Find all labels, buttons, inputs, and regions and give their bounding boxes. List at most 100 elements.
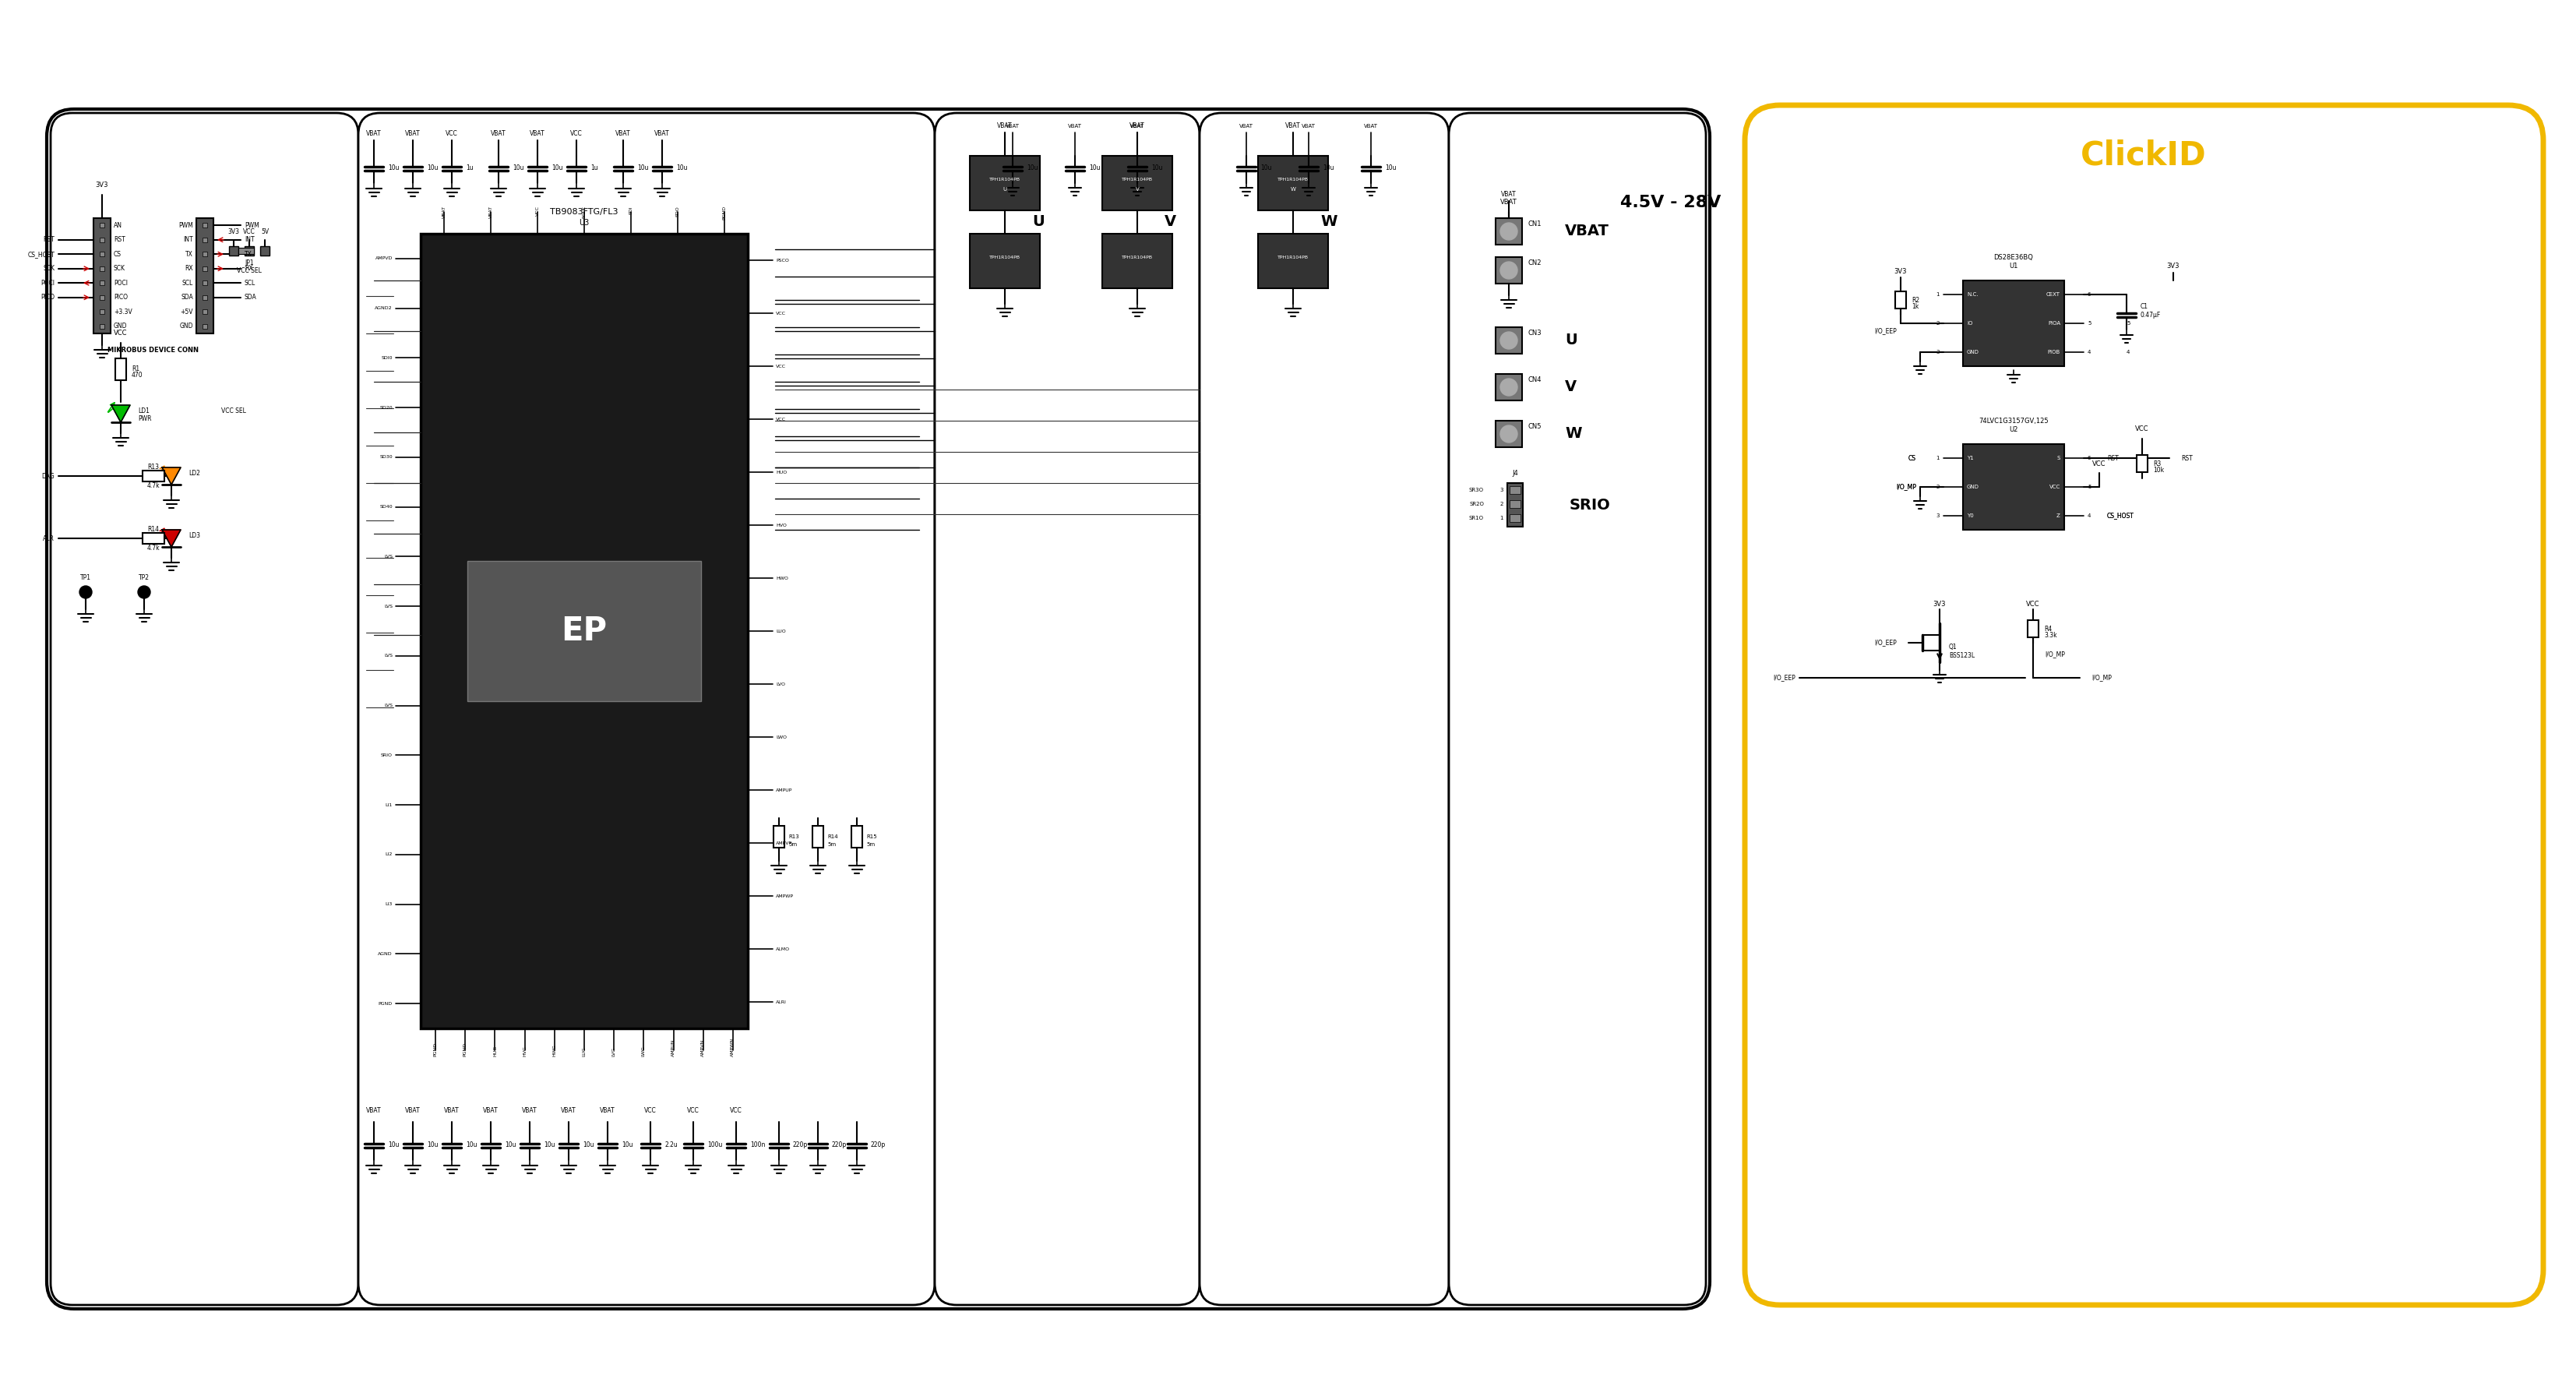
Text: TPH1R104PB: TPH1R104PB <box>989 177 1020 182</box>
FancyBboxPatch shape <box>358 114 935 1306</box>
Circle shape <box>1499 426 1517 442</box>
Text: VCC: VCC <box>2050 485 2061 489</box>
Bar <box>811 826 824 848</box>
Text: AMPVN: AMPVN <box>701 1040 706 1056</box>
Text: PWR: PWR <box>139 416 152 423</box>
Text: VBAT: VBAT <box>1131 123 1144 129</box>
Bar <box>1510 486 1520 493</box>
Text: 5m: 5m <box>788 843 796 847</box>
Text: AN: AN <box>113 222 121 229</box>
Text: 10u: 10u <box>513 165 523 172</box>
Text: PGND: PGND <box>721 205 726 220</box>
Text: PSCO: PSCO <box>775 258 788 262</box>
Bar <box>2136 455 2148 473</box>
Text: VBAT: VBAT <box>523 1107 538 1114</box>
Bar <box>204 295 206 299</box>
Text: AMPUN: AMPUN <box>672 1040 675 1056</box>
Text: Y1: Y1 <box>1968 456 1973 460</box>
Text: LWG: LWG <box>641 1045 647 1056</box>
Text: LVG: LVG <box>613 1046 616 1056</box>
Text: VBAT: VBAT <box>366 130 381 137</box>
Text: VBAT: VBAT <box>997 123 1012 130</box>
Text: V: V <box>1136 187 1139 191</box>
Text: GND: GND <box>180 323 193 330</box>
Text: TPH1R104PB: TPH1R104PB <box>1121 177 1154 182</box>
Text: 4: 4 <box>2087 349 2092 355</box>
Bar <box>100 252 106 256</box>
Text: VBAT: VBAT <box>531 130 546 137</box>
Bar <box>100 223 106 227</box>
Text: +5V: +5V <box>180 308 193 316</box>
Text: VBAT: VBAT <box>1564 225 1610 238</box>
Text: HWG: HWG <box>551 1044 556 1056</box>
Bar <box>100 266 106 270</box>
Text: 10u: 10u <box>1090 165 1100 172</box>
Text: 4.7k: 4.7k <box>147 545 160 552</box>
Text: VCC: VCC <box>2136 426 2148 432</box>
Text: I/O_EEP: I/O_EEP <box>1875 327 1896 334</box>
Bar <box>100 281 106 286</box>
Text: I/O_EEP: I/O_EEP <box>1772 675 1795 682</box>
Text: PGND: PGND <box>464 1042 466 1056</box>
Text: 6: 6 <box>2087 456 2092 460</box>
Text: GND: GND <box>1968 349 1978 355</box>
FancyBboxPatch shape <box>1448 114 1705 1306</box>
FancyBboxPatch shape <box>1744 105 2543 1306</box>
Text: AMPUP: AMPUP <box>775 789 793 791</box>
Text: 4: 4 <box>2087 513 2092 518</box>
Text: PWM: PWM <box>245 222 260 229</box>
FancyBboxPatch shape <box>46 109 1710 1308</box>
Text: TPH1R104PB: TPH1R104PB <box>1278 255 1309 259</box>
Text: 3: 3 <box>1499 488 1504 492</box>
Bar <box>853 826 863 848</box>
Bar <box>466 561 701 701</box>
Text: VBAT: VBAT <box>1502 191 1517 198</box>
Bar <box>1507 484 1522 527</box>
Text: I/O_MP: I/O_MP <box>2092 675 2112 682</box>
Bar <box>1497 327 1522 353</box>
Bar <box>245 247 255 255</box>
Text: RX: RX <box>245 265 252 272</box>
Text: VBAT: VBAT <box>1285 123 1301 130</box>
Text: 1k: 1k <box>1911 304 1919 310</box>
Text: I/O_MP: I/O_MP <box>2045 651 2066 658</box>
Text: INT: INT <box>245 236 255 244</box>
Text: DAG: DAG <box>41 473 54 480</box>
Bar <box>240 248 255 254</box>
Bar <box>1103 155 1172 211</box>
Text: I/O_MP: I/O_MP <box>1896 484 1917 491</box>
Text: SCL: SCL <box>183 280 193 287</box>
Text: LI2: LI2 <box>386 852 392 857</box>
Text: VCC: VCC <box>113 330 129 337</box>
Bar <box>204 223 206 227</box>
Text: Z: Z <box>2056 513 2061 518</box>
Text: LWO: LWO <box>775 735 786 739</box>
Text: 3: 3 <box>1937 349 1940 355</box>
Text: 10u: 10u <box>1386 165 1396 172</box>
Text: 0.47µF: 0.47µF <box>2141 312 2161 319</box>
Text: SR1O: SR1O <box>1468 516 1484 520</box>
Text: AMPWN: AMPWN <box>732 1038 734 1056</box>
Text: SRIO: SRIO <box>1569 498 1610 513</box>
Text: VCC: VCC <box>2027 600 2040 607</box>
Bar <box>229 247 240 255</box>
Bar <box>204 266 206 270</box>
Text: U2: U2 <box>2009 427 2017 434</box>
Text: R14: R14 <box>827 834 837 839</box>
Text: TPH1R104PB: TPH1R104PB <box>989 255 1020 259</box>
Text: LI3: LI3 <box>386 902 392 906</box>
Text: TB9083FTG/FL3: TB9083FTG/FL3 <box>551 208 618 216</box>
Bar <box>204 281 206 286</box>
Text: I/O_EEP: I/O_EEP <box>1875 639 1896 646</box>
Text: IO: IO <box>1968 322 1973 326</box>
Text: LD2: LD2 <box>188 470 201 477</box>
Text: 10k: 10k <box>2154 467 2164 474</box>
Text: S: S <box>2056 456 2061 460</box>
Text: 2: 2 <box>1937 322 1940 326</box>
Polygon shape <box>162 529 180 547</box>
Text: 10u: 10u <box>582 1142 595 1149</box>
Text: LVS: LVS <box>384 554 392 559</box>
Text: 10u: 10u <box>389 165 399 172</box>
Text: AMPWP: AMPWP <box>775 894 793 898</box>
Bar <box>420 234 747 1028</box>
